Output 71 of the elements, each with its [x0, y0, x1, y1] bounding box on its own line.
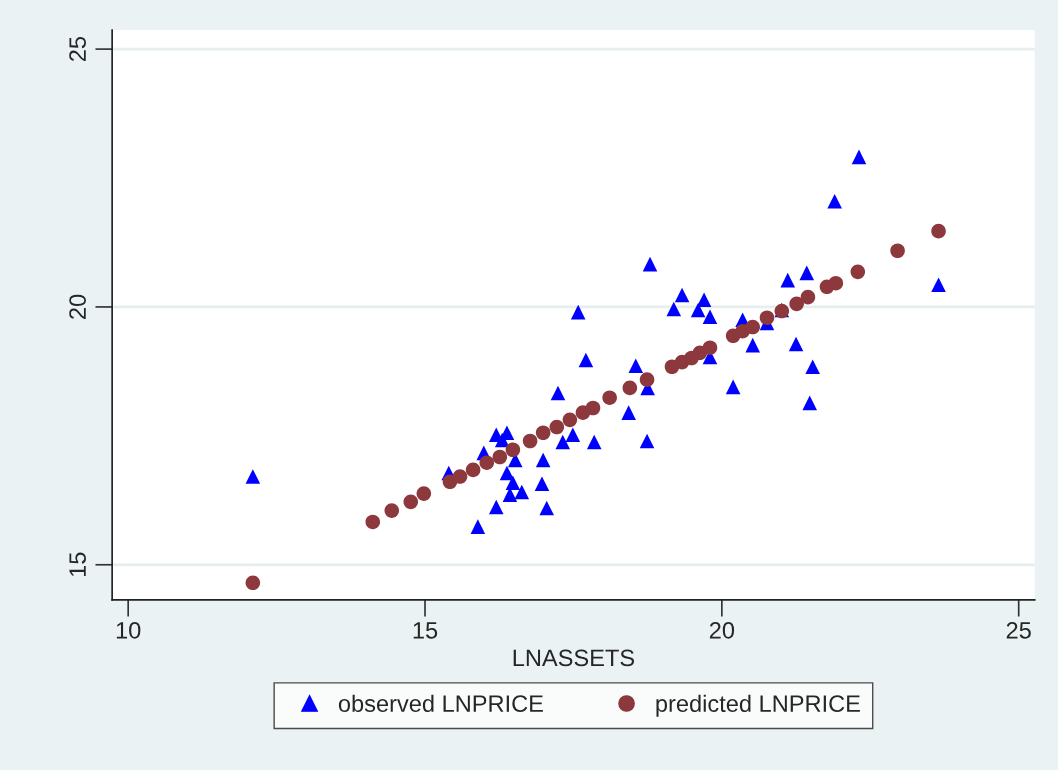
point [789, 296, 804, 312]
point [621, 405, 636, 420]
point [562, 412, 578, 428]
point [565, 427, 581, 443]
point [674, 287, 690, 303]
point [759, 310, 775, 326]
point [827, 193, 842, 209]
point [452, 469, 468, 484]
point [702, 309, 718, 325]
point [416, 486, 432, 501]
x-tick-label: 10 [116, 621, 141, 639]
y-tick-label: 15 [69, 552, 86, 577]
point [690, 302, 706, 318]
point [890, 243, 905, 259]
point [522, 433, 538, 449]
x-tick-label: 25 [1006, 621, 1031, 639]
x-tick-label: 20 [709, 621, 735, 639]
point [514, 484, 530, 500]
y-tick-label: 20 [69, 294, 86, 319]
point [850, 264, 866, 280]
point [666, 301, 682, 317]
x-axis-title: LNASSETS [513, 649, 635, 667]
legend-label: predicted LNPRICE [656, 694, 860, 717]
point [931, 277, 946, 293]
point [851, 149, 867, 165]
point [628, 358, 644, 374]
point [365, 514, 381, 530]
point [492, 449, 508, 465]
point [745, 337, 761, 353]
point [788, 336, 804, 352]
point [403, 494, 419, 510]
point [702, 340, 718, 355]
point [570, 304, 586, 320]
point [642, 256, 658, 272]
point [479, 455, 495, 470]
point [534, 476, 550, 492]
point [622, 380, 638, 396]
point [585, 400, 601, 416]
point [245, 469, 261, 484]
point [245, 575, 261, 591]
point [535, 425, 551, 441]
x-tick-label: 15 [413, 622, 438, 639]
point [725, 379, 741, 395]
point [802, 395, 817, 411]
point [465, 462, 481, 478]
point [494, 432, 510, 448]
point [488, 499, 504, 515]
point [555, 434, 571, 450]
point [586, 434, 602, 450]
point [805, 359, 820, 375]
point [639, 433, 655, 449]
point [505, 442, 521, 458]
point [505, 475, 521, 491]
point [384, 503, 400, 518]
point [931, 223, 946, 239]
point [800, 289, 816, 305]
point [828, 275, 844, 291]
point [745, 319, 761, 335]
point [780, 272, 796, 288]
legend-label: observed LNPRICE [338, 694, 543, 713]
point [549, 419, 565, 435]
point [550, 385, 566, 401]
point [470, 519, 486, 534]
point [539, 500, 554, 516]
point [639, 372, 655, 387]
point [578, 352, 594, 368]
point [696, 292, 712, 307]
y-tick-label: 25 [69, 36, 86, 62]
point [799, 265, 815, 281]
point [602, 390, 617, 405]
point [535, 452, 551, 468]
